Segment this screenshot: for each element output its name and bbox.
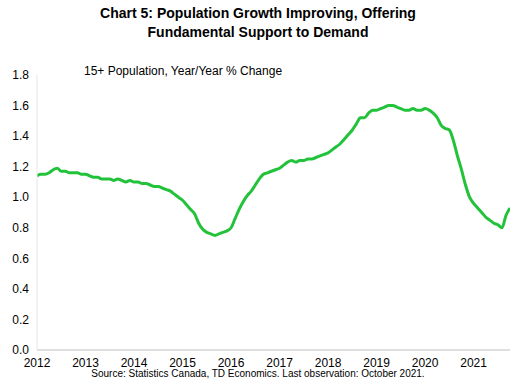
svg-text:2021: 2021 bbox=[460, 356, 487, 370]
svg-text:0.2: 0.2 bbox=[12, 313, 29, 327]
html-text:Fundamental Support to Demand: Fundamental Support to Demand bbox=[147, 24, 369, 40]
html-text:15+ Population, Year/Year % Ch: 15+ Population, Year/Year % Change bbox=[84, 64, 283, 78]
svg-text:2019: 2019 bbox=[363, 356, 390, 370]
svg-text:2014: 2014 bbox=[121, 356, 148, 370]
svg-text:0.0: 0.0 bbox=[12, 343, 29, 357]
svg-text:0.6: 0.6 bbox=[12, 252, 29, 266]
svg-text:0.4: 0.4 bbox=[12, 282, 29, 296]
svg-text:2016: 2016 bbox=[218, 356, 245, 370]
svg-text:1.4: 1.4 bbox=[12, 129, 29, 143]
svg-text:1.6: 1.6 bbox=[12, 99, 29, 113]
svg-text:1.8: 1.8 bbox=[12, 68, 29, 82]
svg-text:1.0: 1.0 bbox=[12, 190, 29, 204]
svg-text:2015: 2015 bbox=[169, 356, 196, 370]
svg-text:0.8: 0.8 bbox=[12, 221, 29, 235]
html-text:Chart 5: Population Growth Imp: Chart 5: Population Growth Improving, Of… bbox=[100, 5, 416, 21]
svg-text:2018: 2018 bbox=[315, 356, 342, 370]
svg-text:2020: 2020 bbox=[412, 356, 439, 370]
svg-text:2017: 2017 bbox=[266, 356, 293, 370]
html-text:Source: Statistics Canada, TD: Source: Statistics Canada, TD Economics.… bbox=[91, 368, 425, 379]
svg-text:2012: 2012 bbox=[24, 356, 51, 370]
svg-text:1.2: 1.2 bbox=[12, 160, 29, 174]
svg-text:2013: 2013 bbox=[72, 356, 99, 370]
